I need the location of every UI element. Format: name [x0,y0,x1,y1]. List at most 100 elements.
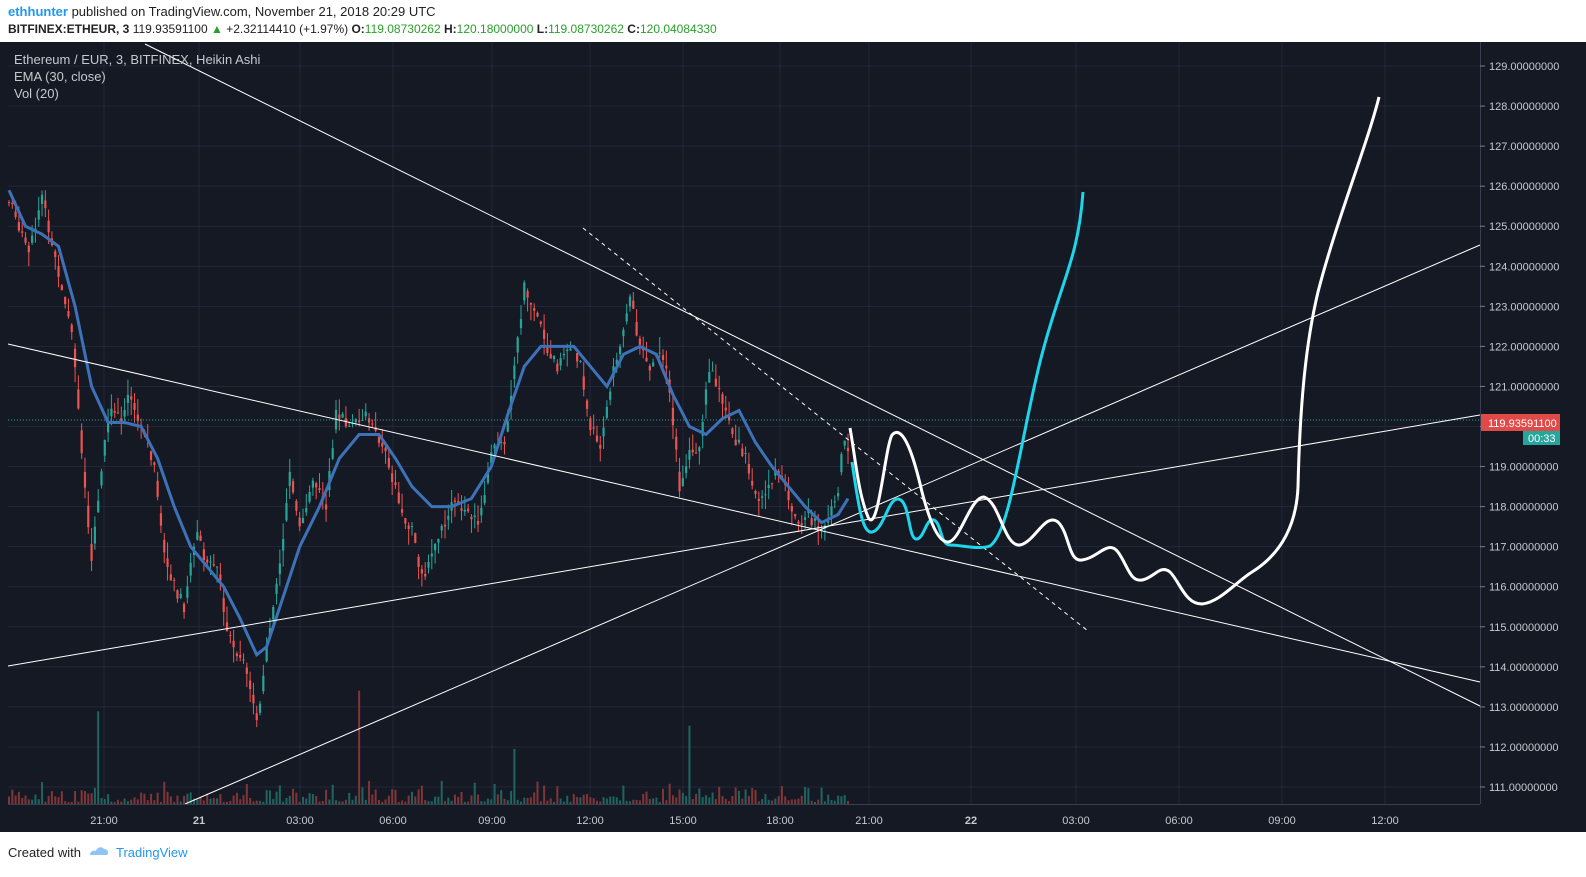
volume-bar [473,782,476,804]
candle-body [199,535,202,541]
volume-bar [41,782,44,804]
candle-body [523,282,526,301]
trendline-rising-shallow[interactable] [7,414,1481,667]
volume-bar [14,795,17,804]
candle-body [153,462,156,465]
candle-body [318,488,321,491]
author-link[interactable]: ethhunter [8,4,68,19]
x-tick-label: 21:00 [90,815,118,827]
volume-bar [169,796,172,804]
projection-white[interactable] [848,96,1381,606]
y-tick-label: 128.00000000 [1489,101,1559,113]
volume-bar [361,787,364,804]
y-tick-label: 123.00000000 [1489,301,1559,313]
volume-bar [847,801,849,804]
volume-bar [665,800,668,804]
candle-body [186,586,189,598]
volume-bar [315,795,318,804]
candle-body [556,363,559,372]
candle-body [440,525,443,531]
volume-bar [817,799,820,804]
volume-bar [602,797,605,804]
candle-body [189,562,192,576]
candle-body [605,406,608,418]
volume-bar [136,799,139,804]
volume-bar [156,792,159,804]
candle-body [483,495,486,504]
candle-body [272,606,275,620]
candle-body [354,418,357,423]
legend-title: Ethereum / EUR, 3, BITFINEX, Heikin Ashi [14,52,260,67]
projection-cyan[interactable] [850,191,1085,550]
volume-bar [718,786,721,804]
volume-bar [252,801,255,804]
tradingview-brand-link[interactable]: TradingView [116,845,188,860]
candle-body [460,508,463,511]
candle-body [113,411,116,413]
volume-bar [444,801,447,804]
volume-bar [628,801,631,804]
candle-body [800,523,803,526]
volume-bar [259,800,262,804]
trendline-rising-steep[interactable] [184,244,1481,805]
candle-body [846,447,850,452]
volume-bar [245,784,248,804]
volume-bar [437,796,440,804]
candle-body [209,561,212,563]
volume-bar [107,794,110,804]
trendline-lower-support[interactable] [7,343,1481,683]
volume-bar [17,791,20,804]
y-tick-label: 121.00000000 [1489,381,1559,393]
chart-header: ethhunter published on TradingView.com, … [0,0,1586,42]
footer: Created with TradingView [0,838,1586,877]
x-axis[interactable]: 21:00 21 03:00 06:00 09:00 12:00 15:00 18:00 21:… [90,815,1399,827]
candle-body [467,508,470,512]
candle-body [632,300,635,309]
candle-body [60,285,63,291]
volume-bar [110,801,113,804]
volume-bar [305,798,308,804]
series-legend: Ethereum / EUR, 3, BITFINEX, Heikin Ashi… [14,52,260,101]
volume-bar [523,797,526,804]
candle-body [727,414,731,421]
trendline-upper-resistance[interactable] [144,43,1481,707]
candle-body [652,362,655,367]
close-label: C: [627,22,640,36]
price-chart[interactable]: Ethereum / EUR, 3, BITFINEX, Heikin Ashi… [0,42,1586,832]
candle-body [724,407,727,411]
candle-body [21,231,24,233]
candle-body [747,464,751,474]
candle-body [543,329,546,339]
candle-body [767,485,770,489]
volume-bar [681,792,684,804]
y-tick-label: 129.00000000 [1489,61,1559,73]
x-tick-label: 15:00 [669,815,697,827]
candle-body [70,324,73,333]
volume-bar [331,784,334,804]
volume-bar [37,799,40,804]
candle-body [615,359,618,365]
candle-body [249,680,252,690]
volume-bar [159,801,162,804]
volume-bar [790,799,793,804]
volume-bar [599,801,602,804]
y-axis[interactable]: 111.00000000 112.00000000 113.00000000 114.… [1480,61,1559,794]
volume-bar [163,781,166,804]
candle-body [661,355,665,361]
candle-body [625,313,628,322]
volume-bar [87,793,90,804]
candle-body [688,449,691,460]
volume-bar [820,787,823,804]
candle-body [106,423,110,433]
volume-bar [562,801,565,804]
candle-body [569,348,572,351]
volume-bar [804,787,807,804]
volume-bar [288,795,291,804]
volume-bar [126,801,129,804]
candle-body [215,566,219,568]
trendline-dashed[interactable] [582,227,1089,632]
candle-body [295,501,298,511]
volume-bar [262,801,265,804]
candle-body [486,470,490,483]
candle-body [156,480,159,497]
